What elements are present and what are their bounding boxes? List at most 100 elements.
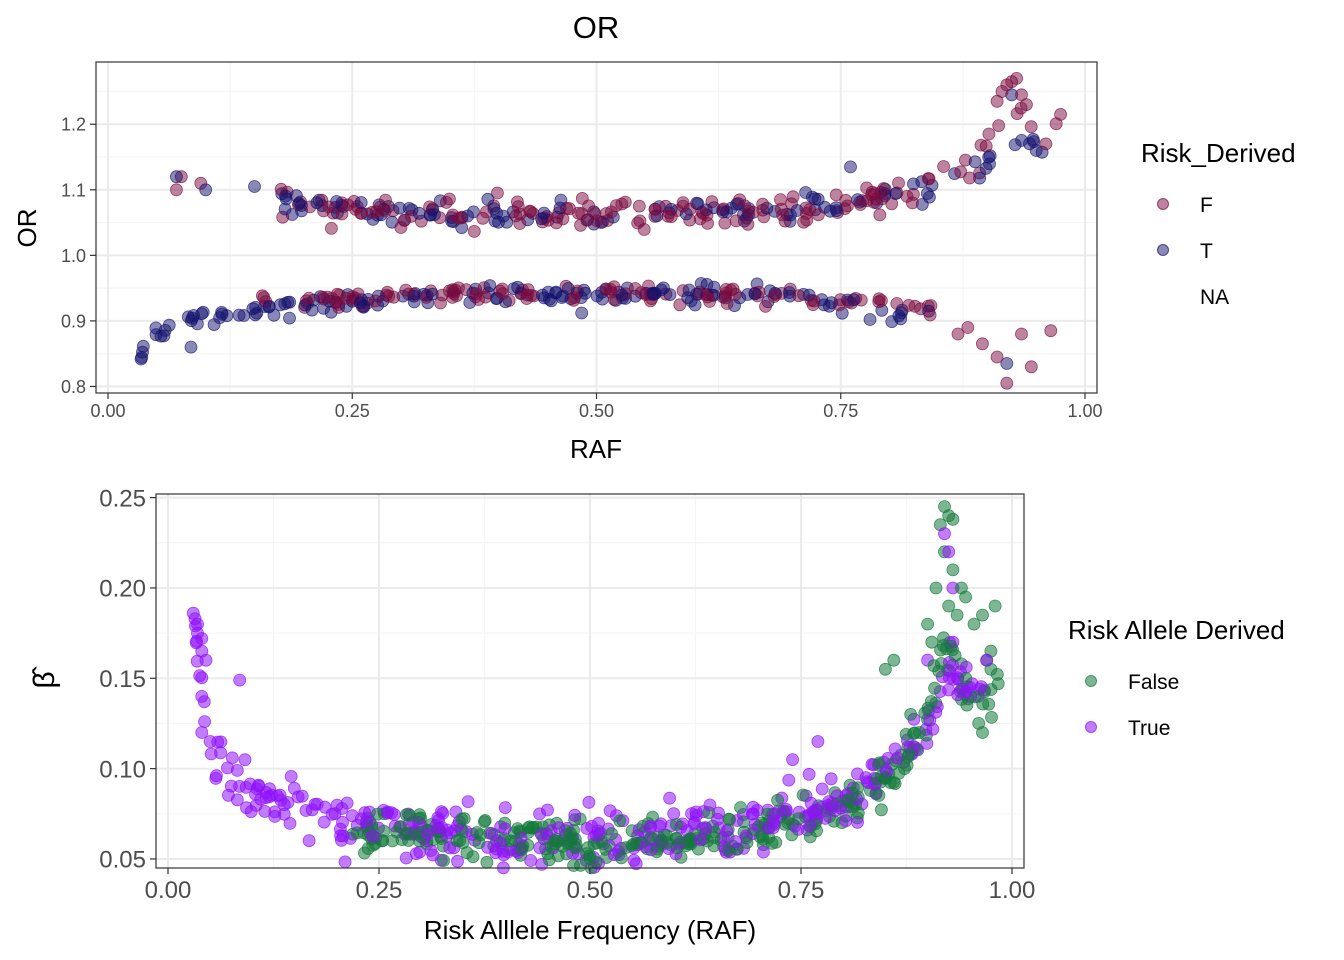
or-point-t <box>681 291 695 305</box>
or-point-f <box>568 291 581 305</box>
beta-point-false <box>478 814 492 827</box>
or-point-t <box>149 328 163 342</box>
beta-point-false <box>470 826 484 839</box>
or-point-f <box>693 212 707 226</box>
or-legend-label-na: NA <box>1200 286 1229 309</box>
beta-point-false <box>841 793 855 807</box>
beta-point-true <box>974 680 988 694</box>
beta-point-false <box>875 803 888 817</box>
or-point-t <box>885 315 899 329</box>
beta-point-true <box>198 715 212 728</box>
or-y-tick-label: 1.0 <box>61 246 86 266</box>
or-point-f <box>974 138 988 152</box>
or-point-f <box>1014 101 1028 115</box>
beta-point-false <box>756 832 770 846</box>
beta-point-false <box>450 834 464 848</box>
or-chart-ticks: 0.00 0.25 0.50 0.75 1.00 0.8 0.9 1.0 1.1 1.2 <box>61 115 1103 421</box>
beta-point-false <box>928 681 941 695</box>
or-point-f <box>703 294 716 308</box>
or-point-f <box>872 295 886 309</box>
beta-point-true <box>803 818 816 832</box>
beta-point-true <box>824 772 838 786</box>
or-point-f <box>729 214 743 228</box>
beta-point-true <box>762 821 775 835</box>
or-point-t <box>889 187 903 201</box>
or-point-t <box>561 281 575 295</box>
beta-point-false <box>556 839 570 853</box>
beta-point-true <box>942 545 956 559</box>
beta-point-false <box>985 711 998 724</box>
or-point-t <box>283 311 296 325</box>
beta-point-true <box>233 673 247 687</box>
beta-point-true <box>186 606 200 620</box>
or-point-f <box>324 221 338 235</box>
beta-point-false <box>967 617 981 631</box>
beta-point-true <box>249 799 263 812</box>
or-y-tick-label: 0.8 <box>61 377 86 397</box>
or-y-tick-label: 1.1 <box>61 180 86 200</box>
or-point-t <box>707 280 721 294</box>
or-point-t <box>292 196 306 210</box>
beta-chart: 0.00 0.25 0.50 0.75 1.00 0.05 0.10 0.15 0.20 0.25… <box>28 485 1285 945</box>
or-point-f <box>992 119 1006 132</box>
beta-point-true <box>195 644 209 658</box>
or-point-f <box>511 200 525 214</box>
or-point-f <box>921 172 935 185</box>
or-point-t <box>483 279 497 293</box>
or-point-f <box>590 214 604 228</box>
or-point-f <box>618 195 632 209</box>
beta-point-true <box>214 746 228 760</box>
or-point-t <box>844 160 857 174</box>
or-point-t <box>278 202 292 216</box>
beta-point-true <box>283 817 297 830</box>
or-x-tick-label: 1.00 <box>1067 401 1102 421</box>
beta-point-false <box>613 814 627 828</box>
or-point-t <box>353 296 367 310</box>
beta-legend-title: Risk Allele Derived <box>1068 615 1285 645</box>
beta-point-false <box>902 747 916 761</box>
or-point-f <box>490 186 504 200</box>
or-point-f <box>316 290 330 304</box>
beta-point-true <box>807 806 821 820</box>
beta-point-true <box>582 795 596 809</box>
or-point-f <box>797 215 810 229</box>
beta-point-true <box>980 653 994 667</box>
beta-point-true <box>238 753 252 767</box>
beta-x-tick-label: 0.50 <box>567 877 614 904</box>
beta-point-false <box>921 617 934 631</box>
or-point-t <box>310 196 324 210</box>
or-legend-label-f: F <box>1200 194 1213 217</box>
or-point-f <box>869 192 883 206</box>
or-point-t <box>184 340 198 354</box>
or-point-f <box>631 216 645 230</box>
beta-point-true <box>426 848 440 862</box>
beta-point-false <box>769 836 783 849</box>
or-point-f <box>255 289 269 303</box>
beta-point-true <box>768 807 782 821</box>
beta-y-tick-label: 0.10 <box>99 756 146 783</box>
or-point-t <box>135 350 149 364</box>
or-chart-y-axis-title: OR <box>12 209 42 248</box>
or-chart-x-axis-title: RAF <box>570 434 622 464</box>
or-point-f <box>806 298 820 312</box>
beta-point-true <box>811 735 825 748</box>
or-point-f <box>792 289 806 303</box>
or-point-f <box>742 204 755 218</box>
or-point-f <box>575 191 589 205</box>
beta-point-false <box>771 793 784 807</box>
or-chart: OR 0.00 0.25 0.50 0.75 1.00 0.8 0.9 1.0 1.1 1.2 R… <box>12 10 1296 464</box>
or-point-t <box>305 303 319 317</box>
or-point-t <box>500 215 514 229</box>
beta-point-false <box>976 608 989 622</box>
beta-point-false <box>921 701 935 715</box>
or-point-f <box>720 297 734 310</box>
beta-point-false <box>899 728 913 741</box>
or-x-tick-label: 0.25 <box>335 401 370 421</box>
beta-point-true <box>524 854 538 867</box>
beta-legend-key-true <box>1085 721 1097 733</box>
beta-point-true <box>451 854 464 868</box>
beta-point-true <box>281 796 295 809</box>
beta-point-true <box>302 834 316 848</box>
or-point-f <box>335 207 349 221</box>
